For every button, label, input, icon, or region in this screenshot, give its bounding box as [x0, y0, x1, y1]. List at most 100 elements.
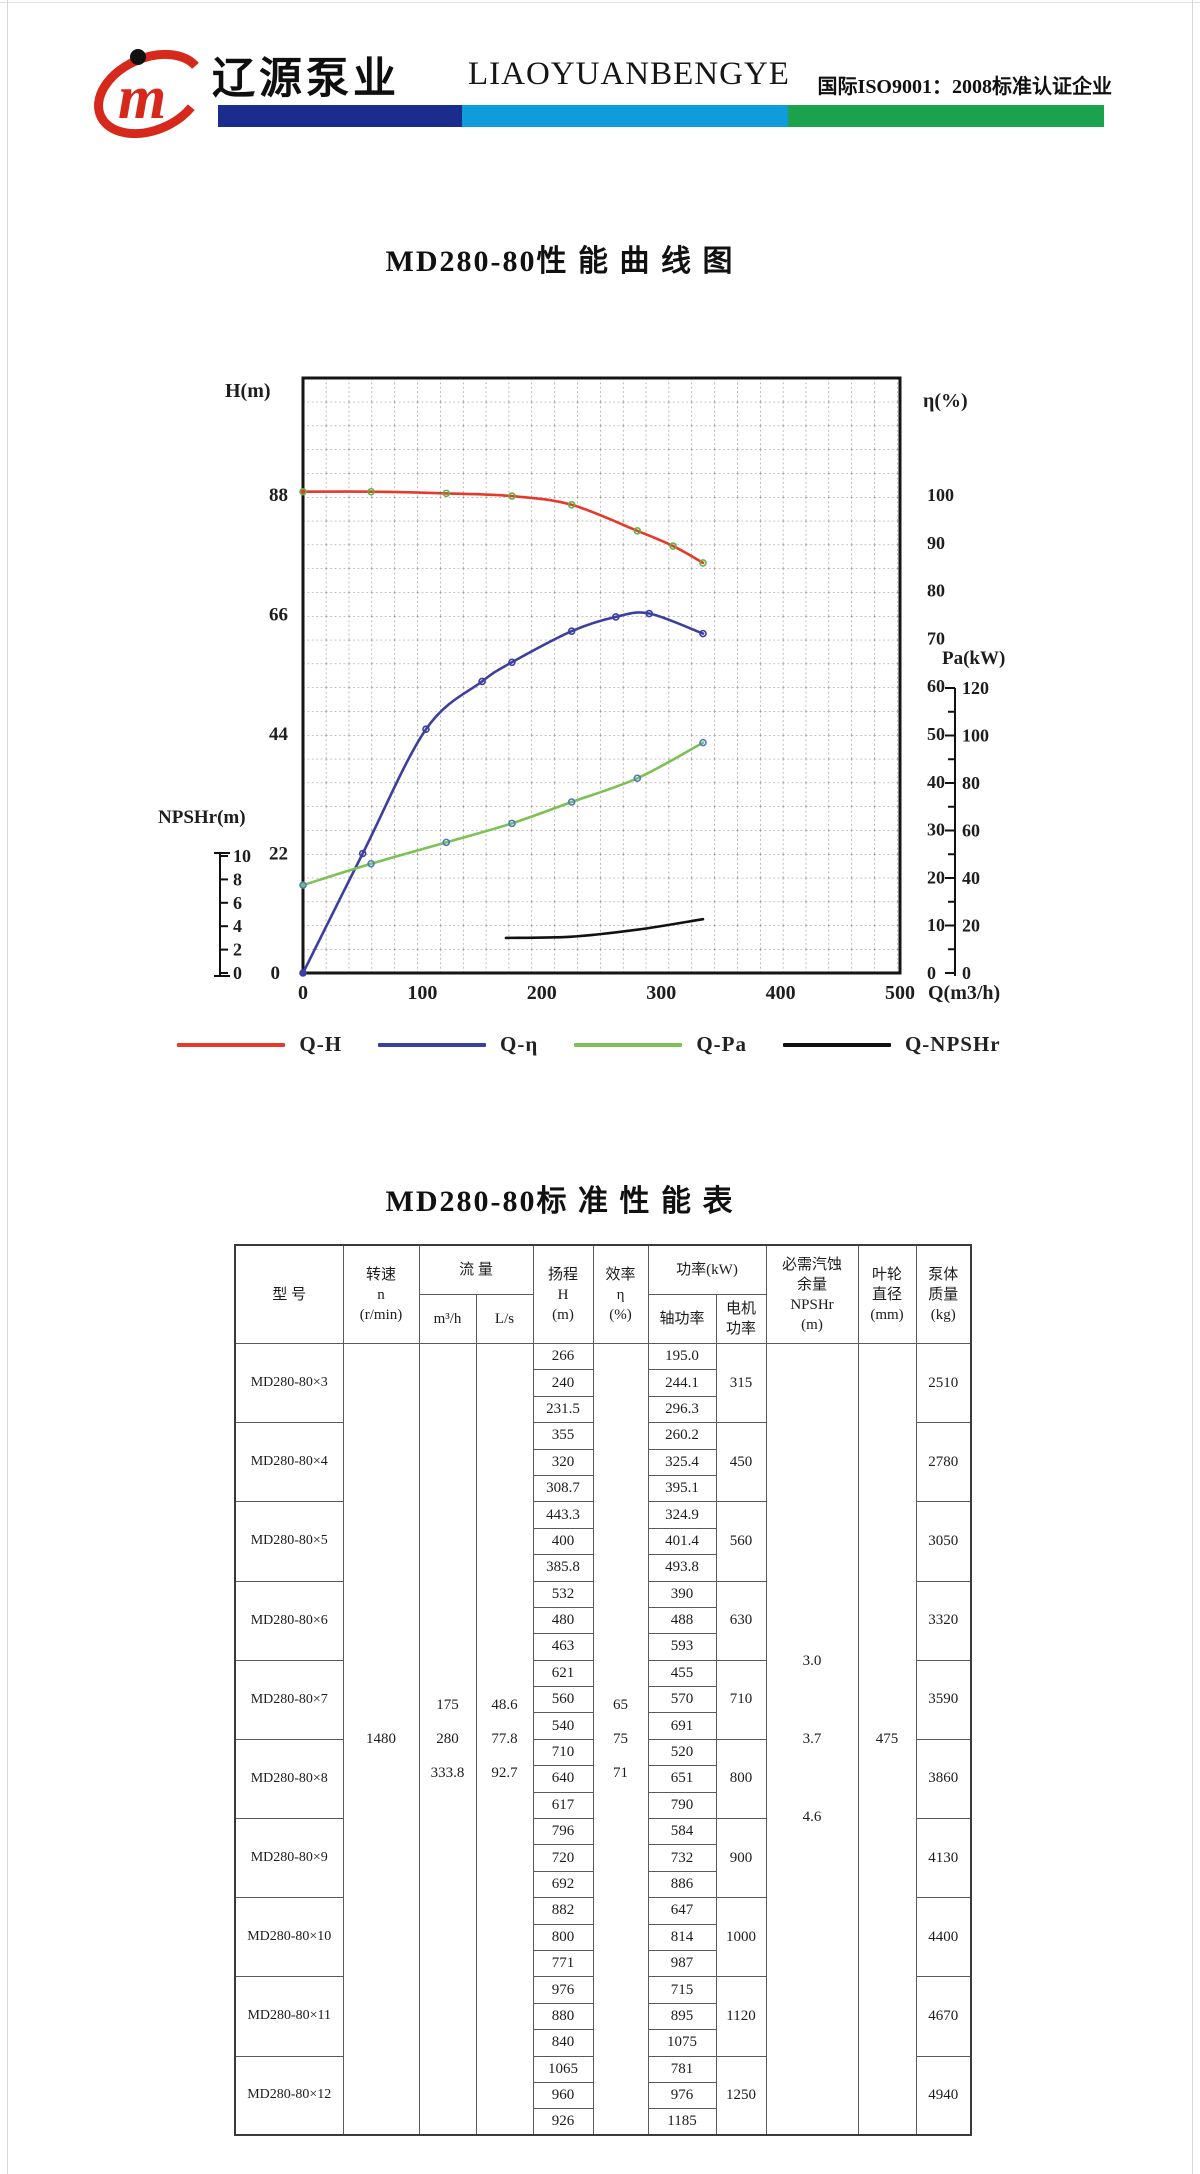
curve-marker — [669, 542, 677, 550]
pa-tick-label: 100 — [962, 726, 989, 746]
table-row: 720 732 — [235, 1844, 971, 1872]
head-cell: 710 — [532, 1738, 594, 1767]
shaft-power-cell: 260.2 — [647, 1422, 717, 1450]
pa-axis-title: Pa(kW) — [942, 648, 1005, 669]
shared-flow-m3h-cell: 175 280 333.8 — [418, 1343, 477, 2136]
motor-power-cell: 315 — [715, 1342, 767, 1424]
shaft-power-cell: 647 — [647, 1897, 717, 1925]
head-cell: 771 — [532, 1949, 594, 1978]
shaft-power-cell: 520 — [647, 1738, 717, 1767]
curve-marker — [299, 881, 307, 889]
model-cell: MD280-80×11 — [234, 1976, 344, 2057]
eta-tick-label: 50 — [927, 724, 945, 744]
col-header-shaft-power: 轴功率 — [647, 1294, 717, 1344]
mass-cell: 2510 — [915, 1342, 972, 1424]
head-cell: 355 — [532, 1422, 594, 1450]
h-tick-label: 66 — [269, 605, 288, 626]
shaft-power-cell: 584 — [647, 1818, 717, 1846]
x-tick-label: 400 — [766, 982, 796, 1004]
x-axis-title: Q(m3/h) — [928, 982, 1000, 1004]
col-header-speed: 转速 n (r/min) — [342, 1244, 420, 1344]
shared-npshr-cell: 3.0 3.7 4.6 — [765, 1343, 859, 2136]
shaft-power-cell: 195.0 — [647, 1342, 717, 1371]
col-header-mass: 泵体 质量 (kg) — [915, 1244, 972, 1344]
legend-swatch-Q-Pa — [574, 1042, 683, 1047]
eta-tick-label: 70 — [927, 628, 945, 648]
model-cell: MD280-80×5 — [234, 1501, 344, 1582]
curve-marker — [367, 487, 375, 496]
curve-marker — [567, 500, 576, 509]
head-cell: 880 — [532, 2002, 594, 2031]
curve-marker — [442, 838, 451, 847]
eta-tick-label: 80 — [927, 581, 945, 601]
curve-marker — [442, 489, 451, 498]
table-row: MD280-80×11 976 715 1120 4670 — [234, 1976, 972, 2057]
curve-Q-Pa — [301, 741, 705, 887]
shared-impeller-cell: 475 — [857, 1343, 917, 2136]
chart-legend: Q-H Q-η Q-Pa Q-NPSHr — [140, 1032, 1060, 1057]
model-cell: MD280-80×3 — [234, 1342, 344, 1424]
h-tick-label: 88 — [269, 485, 288, 506]
head-cell: 692 — [532, 1870, 594, 1899]
head-cell: 400 — [532, 1527, 594, 1556]
head-cell: 976 — [532, 1976, 594, 2004]
model-cell: MD280-80×4 — [234, 1422, 344, 1503]
shaft-power-cell: 390 — [647, 1580, 717, 1608]
mass-cell: 3050 — [915, 1501, 972, 1582]
eta-tick-label: 90 — [927, 533, 945, 553]
jm-pump-logo: m — [94, 49, 206, 138]
curve-marker — [633, 527, 642, 535]
motor-power-cell: 710 — [715, 1659, 767, 1740]
head-cell: 231.5 — [532, 1395, 594, 1424]
head-cell: 926 — [532, 2108, 594, 2136]
model-cell: MD280-80×10 — [234, 1897, 344, 1978]
shared-speed-cell: 1480 — [342, 1343, 420, 2136]
table-row: MD280-80×5 443.3 324.9 560 3050 — [234, 1501, 972, 1582]
shared-efficiency-cell: 65 75 71 — [592, 1343, 649, 2136]
mass-cell: 3320 — [915, 1580, 972, 1661]
eta-tick-label: 10 — [927, 915, 945, 935]
eta-axis-title: η(%) — [923, 390, 968, 412]
table-row: MD280-80×6 532 390 630 3320 — [234, 1580, 972, 1661]
head-cell: 882 — [532, 1897, 594, 1925]
col-header-flow-ls: L/s — [475, 1294, 534, 1344]
page-top-rule — [0, 2, 1200, 3]
mass-cell: 3860 — [915, 1738, 972, 1820]
curve-Q-η — [301, 611, 705, 975]
h-tick-label: 44 — [269, 724, 289, 745]
legend-label: Q-Pa — [696, 1032, 747, 1056]
curve-marker — [508, 492, 516, 500]
x-tick-label: 100 — [407, 982, 437, 1004]
table-row: MD280-80×8 710 520 800 3860 — [234, 1738, 972, 1820]
table-row: 240 244.1 — [235, 1369, 971, 1397]
shaft-power-cell: 886 — [647, 1870, 717, 1899]
eta-tick-label: 60 — [927, 676, 945, 696]
motor-power-cell: 800 — [715, 1738, 767, 1820]
model-cell: MD280-80×7 — [234, 1659, 344, 1740]
shaft-power-cell: 1075 — [647, 2029, 717, 2057]
curve-marker — [612, 613, 620, 621]
logo-m-letter: m — [118, 64, 166, 132]
shaft-power-cell: 455 — [647, 1659, 717, 1688]
head-cell: 720 — [532, 1844, 594, 1872]
npshr-tick-label: 6 — [233, 893, 242, 913]
color-bar-segment — [218, 105, 462, 127]
shaft-power-cell: 593 — [647, 1633, 717, 1661]
npshr-tick-label: 10 — [233, 846, 251, 866]
eta-tick-label: 20 — [927, 867, 945, 887]
shaft-power-cell: 401.4 — [647, 1527, 717, 1556]
page-right-rule — [1192, 0, 1193, 2174]
model-cell: MD280-80×8 — [234, 1738, 344, 1820]
col-header-efficiency: 效率 η (%) — [592, 1244, 649, 1344]
shaft-power-cell: 781 — [647, 2055, 717, 2083]
shaft-power-cell: 814 — [647, 1923, 717, 1951]
table-row: MD280-80×12 1065 781 1250 4940 — [234, 2055, 972, 2136]
pa-tick-label: 0 — [962, 963, 971, 983]
legend-label: Q-NPSHr — [904, 1032, 1001, 1056]
shaft-power-cell: 790 — [647, 1791, 717, 1820]
h-axis-title: H(m) — [225, 380, 271, 402]
head-cell: 796 — [532, 1818, 594, 1846]
head-cell: 532 — [532, 1580, 594, 1608]
pa-tick-label: 60 — [962, 821, 980, 841]
model-cell: MD280-80×6 — [234, 1580, 344, 1661]
